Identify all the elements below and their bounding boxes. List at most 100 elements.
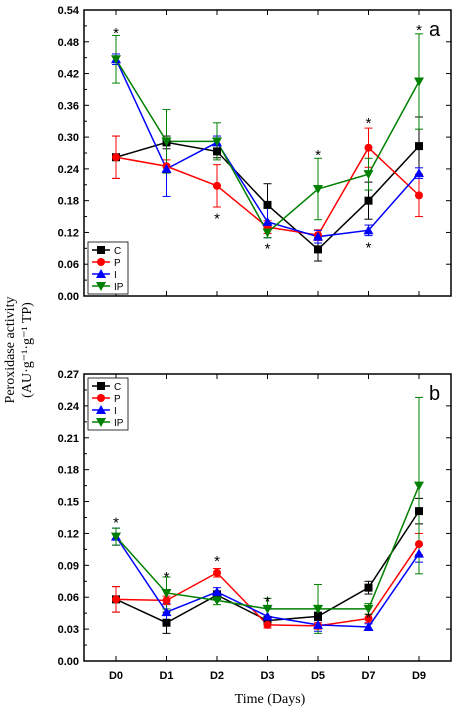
y-tick-label: 0.06 [58, 259, 79, 271]
data-point-P [112, 595, 120, 604]
data-point-IP [262, 604, 273, 614]
data-point-C [314, 612, 322, 621]
y-tick-label: 0.00 [58, 291, 79, 303]
panel-label: a [429, 19, 441, 41]
y-tick-label: 0.18 [58, 465, 79, 477]
legend-label-IP: IP [114, 418, 124, 429]
data-point-C [364, 583, 373, 592]
significance-star: * [164, 569, 170, 586]
y-tick-label: 0.48 [58, 37, 79, 49]
legend-marker-I [96, 269, 106, 278]
panel-a-chart: 0.00 0.06 0.12 0.18 0.24 0.30 0.36 0.42 0.48 0.54… [58, 5, 452, 303]
significance-star: * [366, 115, 372, 132]
data-point-I [363, 621, 374, 631]
data-point-IP [111, 532, 121, 542]
data-point-IP [262, 228, 273, 238]
y-tick-label: 0.03 [58, 624, 79, 636]
significance-star: * [366, 609, 372, 626]
legend-marker-C [97, 382, 105, 390]
y-tick-label: 0.15 [58, 497, 79, 509]
significance-star: * [366, 240, 372, 257]
data-point-P [415, 540, 423, 549]
significance-star: * [265, 593, 271, 610]
y-tick-label: 0.06 [58, 592, 79, 604]
y-tick-label: 0.42 [58, 69, 79, 81]
significance-star: * [315, 147, 321, 164]
data-point-C [364, 196, 373, 205]
data-point-IP [414, 77, 424, 87]
x-tick-label: D3 [260, 670, 274, 682]
y-tick-label: 0.24 [58, 164, 80, 176]
significance-star: * [214, 211, 220, 228]
data-point-I [313, 231, 323, 241]
data-point-IP [363, 170, 374, 180]
legend-label-I: I [114, 270, 117, 281]
data-point-P [415, 191, 423, 200]
data-point-P [364, 614, 373, 623]
y-axis-unit: (AU·g⁻¹·g⁻¹ TP) [20, 302, 35, 398]
y-tick-label: 0.54 [58, 5, 80, 17]
panel-b-chart: 0.00 0.03 0.06 0.09 0.12 0.15 0.18 0.21 0.24 0.27… [58, 369, 452, 682]
data-point-IP [212, 137, 222, 147]
significance-star: * [214, 553, 220, 570]
data-point-IP [161, 137, 172, 147]
data-point-IP [414, 481, 424, 491]
y-tick-label: 0.21 [58, 433, 79, 445]
legend-marker-P [97, 258, 105, 266]
data-point-IP [313, 604, 323, 614]
x-tick-label: D2 [210, 670, 224, 682]
data-point-I [161, 607, 172, 617]
data-point-IP [111, 55, 121, 65]
significance-star: * [113, 515, 119, 532]
legend-label-C: C [114, 246, 121, 257]
x-tick-label: D1 [159, 670, 173, 682]
y-tick-label: 0.27 [58, 369, 79, 381]
y-axis-title: Peroxidase activity [3, 297, 18, 404]
legend-marker-I [96, 405, 106, 414]
x-tick-label: D7 [361, 670, 375, 682]
legend-label-I: I [114, 406, 117, 417]
x-axis-title: Time (Days) [235, 692, 306, 707]
data-point-IP [212, 596, 222, 606]
significance-star: * [113, 25, 119, 42]
y-tick-label: 0.09 [58, 560, 79, 572]
data-point-IP [161, 588, 172, 598]
data-point-C [162, 618, 171, 627]
data-point-I [414, 548, 424, 558]
legend-label-IP: IP [114, 282, 124, 293]
data-point-IP [363, 604, 374, 614]
series-line-IP [115, 485, 420, 610]
data-point-I [313, 619, 323, 629]
legend-label-P: P [114, 258, 121, 269]
data-point-C [263, 616, 272, 625]
data-point-P [213, 181, 221, 190]
y-tick-label: 0.30 [58, 132, 79, 144]
data-point-C [314, 245, 322, 254]
data-point-P [263, 620, 272, 629]
significance-star: * [416, 22, 422, 39]
y-tick-label: 0.00 [58, 656, 79, 668]
legend-marker-P [97, 394, 105, 402]
data-point-P [364, 143, 373, 152]
x-tick-label: D9 [412, 670, 426, 682]
x-tick-label: D0 [109, 670, 123, 682]
data-point-C [263, 200, 272, 209]
legend-label-C: C [114, 382, 121, 393]
panel-label: b [429, 383, 440, 405]
legend-marker-IP [96, 418, 106, 427]
data-point-C [415, 507, 423, 516]
y-tick-label: 0.36 [58, 100, 79, 112]
data-point-I [161, 163, 172, 173]
data-point-C [213, 147, 221, 156]
legend-label-P: P [114, 394, 121, 405]
y-tick-label: 0.12 [58, 227, 79, 239]
data-point-P [213, 568, 221, 577]
data-point-I [212, 586, 222, 596]
data-point-I [262, 216, 273, 226]
y-tick-label: 0.18 [58, 196, 79, 208]
y-tick-label: 0.12 [58, 528, 79, 540]
significance-star: * [265, 241, 271, 258]
